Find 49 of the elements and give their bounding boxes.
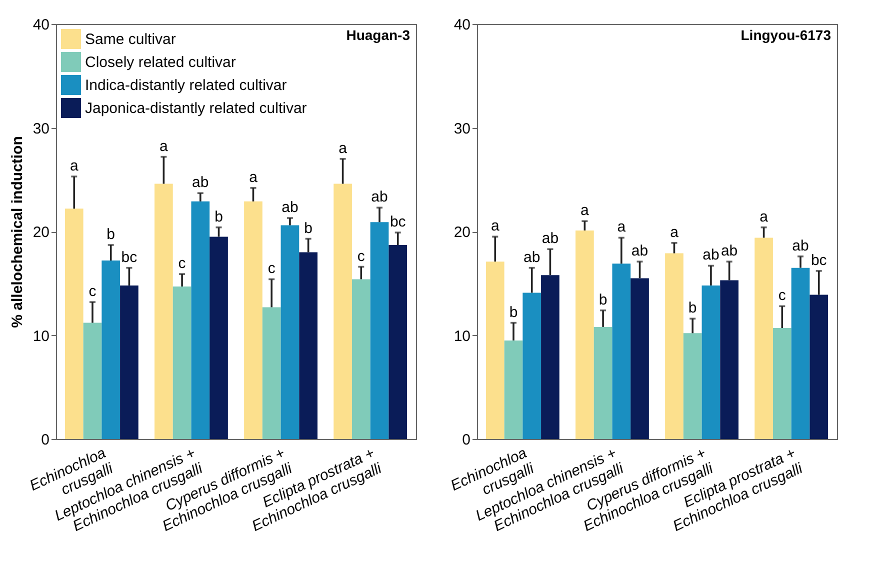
legend-label: Indica-distantly related cultivar (85, 77, 287, 94)
y-tick-label: 0 (41, 432, 50, 448)
data-label: bc (810, 252, 828, 269)
y-tick-label: 20 (454, 224, 470, 241)
data-label: b (106, 226, 116, 243)
chart-title: Huagan-3 (346, 27, 410, 43)
data-label: ab (702, 246, 720, 264)
data-label: a (670, 224, 680, 241)
y-tick-label: 40 (454, 16, 470, 34)
legend-label: Japonica-distantly related cultivar (85, 100, 307, 117)
data-label: c (778, 287, 786, 304)
data-label: ab (542, 230, 559, 248)
data-label: a (760, 208, 769, 226)
legend-label: Same cultivar (85, 31, 176, 48)
data-label: c (88, 283, 97, 300)
data-label: a (338, 140, 348, 157)
data-label: ab (720, 242, 738, 260)
data-label: ab (524, 248, 540, 266)
y-tick-label: 40 (32, 16, 50, 34)
y-tick-label: 30 (454, 120, 470, 138)
data-label: ab (371, 188, 388, 206)
data-label: ab (792, 237, 809, 254)
legend-label: Closely related cultivar (85, 54, 236, 71)
data-label: a (160, 138, 169, 155)
y-tick-label: 10 (454, 328, 470, 345)
data-label: b (688, 300, 697, 317)
data-label: a (617, 218, 626, 236)
y-axis-title: % allelochemical induction (8, 136, 26, 328)
data-label: b (509, 304, 518, 321)
data-label: ab (192, 174, 209, 192)
y-tick-label: 20 (32, 224, 50, 241)
data-label: ab (631, 242, 648, 260)
y-tick-label: 10 (32, 328, 50, 345)
data-label: c (178, 255, 186, 272)
data-label: a (249, 168, 258, 186)
data-label: b (598, 291, 608, 308)
y-tick-label: 30 (32, 120, 50, 138)
data-label: a (580, 202, 590, 220)
data-label: c (357, 248, 366, 265)
data-label: ab (282, 199, 298, 216)
y-tick-label: 0 (462, 432, 470, 448)
data-label: a (70, 158, 79, 175)
data-label: a (490, 218, 500, 235)
data-label: bc (121, 248, 138, 266)
data-label: b (214, 208, 223, 226)
data-label: b (304, 220, 312, 237)
data-label: bc (390, 214, 406, 231)
chart-title: Lingyou-6173 (740, 27, 832, 43)
data-label: c (268, 260, 276, 278)
